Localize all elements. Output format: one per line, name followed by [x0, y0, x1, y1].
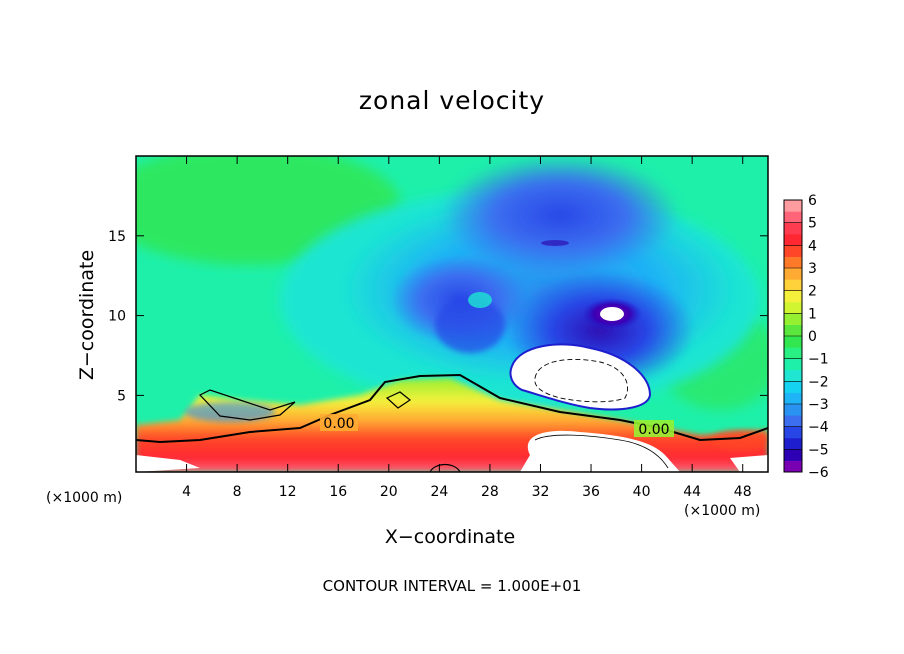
colorbar-swatch: [784, 381, 802, 393]
colorbar-swatch: [784, 415, 802, 427]
colorbar-swatch: [784, 347, 802, 359]
y-tick-label: 5: [117, 388, 126, 404]
colorbar-swatch: [784, 256, 802, 269]
x-tick-label: 32: [532, 484, 550, 500]
x-tick-label: 20: [380, 484, 398, 500]
velocity-field: [136, 156, 768, 472]
x-tick-label: 40: [633, 484, 651, 500]
colorbar-tick-label: −5: [808, 442, 829, 458]
contour-label-bg: [320, 414, 358, 431]
colorbar-tick-label: −4: [808, 420, 829, 436]
x-tick-label: 48: [734, 484, 752, 500]
contour-label-bg: [634, 420, 674, 437]
x-tick-label: 44: [683, 484, 701, 500]
plot-frame: [135, 155, 769, 473]
colorbar-swatch: [784, 302, 802, 314]
x-tick-label: 12: [279, 484, 297, 500]
colorbar-swatch: [784, 336, 802, 348]
colorbar-swatch: [784, 358, 802, 371]
colorbar-tick-label: −3: [808, 397, 829, 413]
colorbar-swatch: [784, 404, 802, 416]
x-axis-label: X−coordinate: [384, 526, 516, 548]
colorbar-swatch: [784, 268, 802, 280]
y-tick-label: 15: [108, 229, 126, 245]
colorbar-swatch: [784, 279, 802, 291]
contour-label: 0.00: [323, 416, 354, 432]
colorbar-swatch: [784, 449, 802, 461]
colorbar-tick-label: 4: [808, 238, 817, 254]
colorbar-swatch: [784, 370, 802, 382]
colorbar-tick-label: 6: [808, 193, 817, 209]
contour-interval-note: CONTOUR INTERVAL = 1.000E+01: [322, 577, 582, 595]
x-axis-unit-right: (×1000 m): [684, 503, 761, 519]
colorbar-swatch: [784, 245, 802, 257]
colorbar-swatch: [784, 313, 802, 325]
y-axis-label: Z−coordinate: [76, 249, 98, 381]
x-tick-label: 36: [582, 484, 600, 500]
colorbar-tick-label: −6: [808, 465, 829, 481]
colorbar-swatch: [784, 211, 802, 223]
colorbar-swatch: [784, 222, 802, 235]
y-tick-label: 10: [108, 309, 126, 325]
colorbar-swatch: [784, 234, 802, 246]
x-axis-unit-left: (×1000 m): [46, 490, 123, 506]
colorbar-swatch: [784, 200, 802, 212]
x-tick-label: 16: [329, 484, 347, 500]
colorbar-tick-label: −2: [808, 374, 829, 390]
y-axis-ticks: 5 10 15: [108, 229, 768, 404]
colorbar-swatch: [784, 438, 802, 450]
x-axis-ticks: 4 8 12 16 20 24 28 32 36 40 44 48: [182, 156, 752, 500]
colorbar-tick-label: 3: [808, 261, 817, 277]
colorbar-swatch: [784, 392, 802, 405]
colorbar-swatch: [784, 460, 802, 473]
colorbar-swatch: [784, 290, 802, 303]
contour-label: 0.00: [638, 422, 669, 438]
x-tick-label: 24: [430, 484, 448, 500]
x-tick-label: 28: [481, 484, 499, 500]
colorbar: 6 5 4 3 2 1 0 −1 −2 −3 −4 −5 −6: [783, 193, 829, 481]
chart-title: zonal velocity: [358, 86, 546, 115]
colorbar-tick-label: 5: [808, 216, 817, 232]
x-tick-label: 8: [233, 484, 242, 500]
colorbar-tick-label: 0: [808, 329, 817, 345]
x-tick-label: 4: [182, 484, 191, 500]
colorbar-tick-label: 1: [808, 306, 817, 322]
colorbar-swatch: [784, 324, 802, 337]
colorbar-tick-label: −1: [808, 352, 829, 368]
colorbar-tick-label: 2: [808, 284, 817, 300]
colorbar-swatch: [784, 426, 802, 439]
